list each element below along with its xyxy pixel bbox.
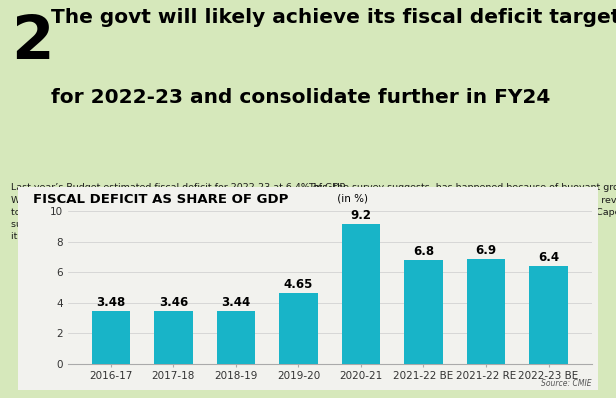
Text: 6.9: 6.9: [476, 244, 496, 257]
Bar: [154, 311, 193, 364]
Text: 3.48: 3.48: [96, 296, 126, 309]
Text: This, the survey suggests, has happened because of buoyant growth
in direct taxe: This, the survey suggests, has happened …: [308, 183, 616, 229]
Bar: [529, 266, 568, 364]
Text: 9.2: 9.2: [351, 209, 371, 222]
Bar: [217, 311, 255, 364]
Bar: [467, 259, 505, 364]
Text: (in %): (in %): [334, 193, 368, 203]
Text: 3.46: 3.46: [159, 296, 188, 309]
Text: 6.4: 6.4: [538, 252, 559, 264]
Text: for 2022-23 and consolidate further in FY24: for 2022-23 and consolidate further in F…: [51, 88, 550, 107]
Bar: [92, 311, 130, 364]
Text: 2: 2: [11, 13, 54, 72]
Bar: [279, 293, 318, 364]
Bar: [342, 224, 380, 364]
Text: 4.65: 4.65: [284, 278, 313, 291]
Text: Source: CMIE: Source: CMIE: [541, 379, 592, 388]
Text: The govt will likely achieve its fiscal deficit target: The govt will likely achieve its fiscal …: [51, 8, 616, 27]
Text: 3.44: 3.44: [221, 297, 251, 310]
Text: 6.8: 6.8: [413, 245, 434, 258]
Text: FISCAL DEFICIT AS SHARE OF GDP: FISCAL DEFICIT AS SHARE OF GDP: [33, 193, 288, 206]
Text: Last year’s Budget estimated fiscal deficit for 2022-23 at 6.4% of GDP.
While th: Last year’s Budget estimated fiscal defi…: [11, 183, 347, 241]
Bar: [404, 260, 443, 364]
